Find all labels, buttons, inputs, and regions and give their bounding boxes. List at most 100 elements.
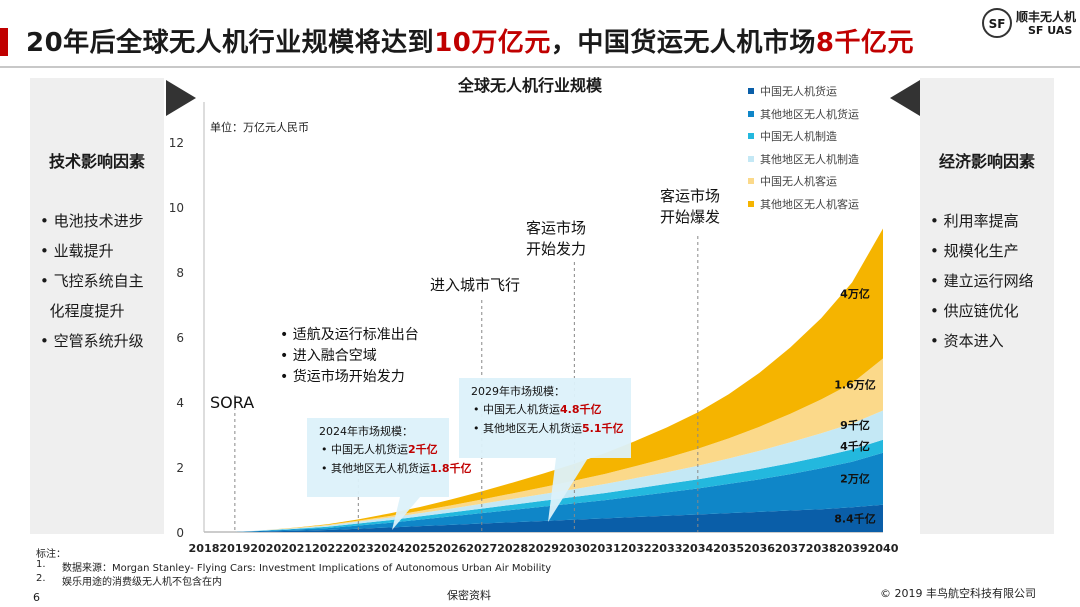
x-tick-label: 2031 <box>590 543 621 555</box>
x-tick-label: 2021 <box>281 543 312 555</box>
x-tick-label: 2032 <box>621 543 652 555</box>
milestone-label: • 货运市场开始发力 <box>280 368 405 385</box>
legend-swatch <box>748 200 754 207</box>
x-tick-label: 2023 <box>343 543 374 555</box>
legend-item: 中国无人机客运 <box>748 170 859 193</box>
x-tick-label: 2026 <box>435 543 466 555</box>
sf-logo-icon: SF <box>982 8 1012 38</box>
y-tick-label: 12 <box>169 136 184 150</box>
legend-label: 其他地区无人机货运 <box>760 107 859 121</box>
callout-box <box>459 378 631 458</box>
list-item: • 供应链优化 <box>930 302 1019 320</box>
note-1-number: 1. <box>36 559 46 570</box>
segment-label: 4万亿 <box>840 286 870 300</box>
x-tick-label: 2035 <box>713 543 744 555</box>
callout-pointer <box>392 497 420 530</box>
list-item: 化程度提升 <box>40 302 125 320</box>
logo-cn-text: 顺丰无人机 <box>1016 10 1077 24</box>
list-item: • 建立运行网络 <box>930 272 1034 290</box>
legend-item: 其他地区无人机货运 <box>748 103 859 126</box>
list-item: • 资本进入 <box>930 332 1004 350</box>
legend-label: 中国无人机制造 <box>760 130 837 144</box>
legend-label: 中国无人机货运 <box>760 85 837 99</box>
x-tick-label: 2040 <box>868 543 899 555</box>
x-tick-label: 2029 <box>528 543 559 555</box>
legend-label: 其他地区无人机制造 <box>760 152 859 166</box>
segment-label: 4千亿 <box>840 439 870 453</box>
title-accent-bar <box>0 28 8 56</box>
y-tick-label: 8 <box>176 266 184 280</box>
milestone-label: • 进入融合空域 <box>280 348 377 364</box>
y-tick-label: 4 <box>176 396 184 410</box>
segment-label: 8.4千亿 <box>834 511 876 525</box>
x-tick-label: 2039 <box>837 543 868 555</box>
list-item: • 业载提升 <box>40 242 114 260</box>
confidential-label: 保密资料 <box>447 589 491 602</box>
econ-factors-list: • 利用率提高 • 规模化生产 • 建立运行网络 • 供应链优化 • 资本进入 <box>930 206 1050 356</box>
callout-pointer <box>548 458 588 522</box>
logo-en-text: SF UAS <box>1028 24 1073 37</box>
chart-title: 全球无人机行业规模 <box>457 76 602 95</box>
area-series <box>204 452 883 532</box>
legend-swatch <box>748 155 754 162</box>
x-tick-label: 2027 <box>466 543 497 555</box>
area-series <box>204 358 883 532</box>
legend-swatch <box>748 178 754 185</box>
y-tick-label: 2 <box>176 461 184 475</box>
legend-label: 中国无人机客运 <box>760 175 837 189</box>
milestone-label: • 适航及运行标准出台 <box>280 327 419 343</box>
header-divider <box>0 66 1080 68</box>
x-tick-label: 2022 <box>312 543 343 555</box>
note-2-text: 娱乐用途的消费级无人机不包含在内 <box>62 577 222 588</box>
notes-title: 标注： <box>36 549 66 560</box>
company-logo: SF 顺丰无人机 SF UAS <box>982 6 1077 42</box>
x-tick-label: 2034 <box>682 543 713 555</box>
legend-label: 其他地区无人机客运 <box>760 197 859 211</box>
x-tick-label: 2038 <box>806 543 837 555</box>
x-tick-label: 2028 <box>497 543 528 555</box>
milestone-label: 开始发力 <box>526 240 586 258</box>
list-item: • 空管系统升级 <box>40 332 144 350</box>
callout-row: • 中国无人机货运2千亿 <box>321 442 438 456</box>
callout-row: • 中国无人机货运4.8千亿 <box>473 402 601 416</box>
econ-factors-title: 经济影响因素 <box>938 152 1035 171</box>
right-arrow-icon <box>890 80 920 116</box>
chart-legend: 中国无人机货运其他地区无人机货运 中国无人机制造其他地区无人机制造 中国无人机客运其… <box>748 80 859 215</box>
x-tick-label: 2030 <box>559 543 590 555</box>
copyright-text: © 2019 丰鸟航空科技有限公司 <box>880 587 1036 600</box>
segment-label: 2万亿 <box>840 472 870 486</box>
y-tick-label: 0 <box>176 526 184 540</box>
legend-swatch <box>748 110 754 117</box>
legend-swatch <box>748 88 754 95</box>
list-item: • 电池技术进步 <box>40 212 144 230</box>
callout-box <box>307 418 449 497</box>
legend-item: 其他地区无人机制造 <box>748 148 859 171</box>
legend-item: 其他地区无人机客运 <box>748 193 859 216</box>
tech-factors-list: • 电池技术进步 • 业载提升 • 飞控系统自主 化程度提升 • 空管系统升级 <box>40 206 160 356</box>
callout-row: • 其他地区无人机货运5.1千亿 <box>473 421 623 435</box>
segment-label: 1.6万亿 <box>834 377 876 391</box>
callout-row: • 其他地区无人机货运1.8千亿 <box>321 461 471 475</box>
milestone-label: 客运市场 <box>660 187 720 205</box>
legend-item: 中国无人机货运 <box>748 80 859 103</box>
note-2-number: 2. <box>36 573 46 584</box>
y-tick-label: 10 <box>169 201 184 215</box>
x-tick-label: 2019 <box>219 543 250 555</box>
x-tick-label: 2018 <box>189 543 220 555</box>
x-tick-label: 2020 <box>250 543 281 555</box>
milestone-label: 进入城市飞行 <box>430 276 520 294</box>
area-series <box>204 504 883 532</box>
legend-item: 中国无人机制造 <box>748 125 859 148</box>
note-1-source: 数据来源：Morgan Stanley- Flying Cars: Invest… <box>62 563 552 574</box>
x-tick-label: 2033 <box>651 543 682 555</box>
tech-factors-panel: 技术影响因素 • 电池技术进步 • 业载提升 • 飞控系统自主 化程度提升 • … <box>30 78 164 534</box>
milestone-label: SORA <box>210 393 254 412</box>
unit-label: 单位：万亿元人民币 <box>210 120 309 134</box>
page-number: 6 <box>33 591 40 604</box>
callout-title: 2024年市场规模： <box>319 424 413 438</box>
milestone-label: 客运市场 <box>526 219 586 237</box>
list-item: • 利用率提高 <box>930 212 1019 230</box>
list-item: • 飞控系统自主 <box>40 272 144 290</box>
milestone-label: 开始爆发 <box>660 208 720 226</box>
